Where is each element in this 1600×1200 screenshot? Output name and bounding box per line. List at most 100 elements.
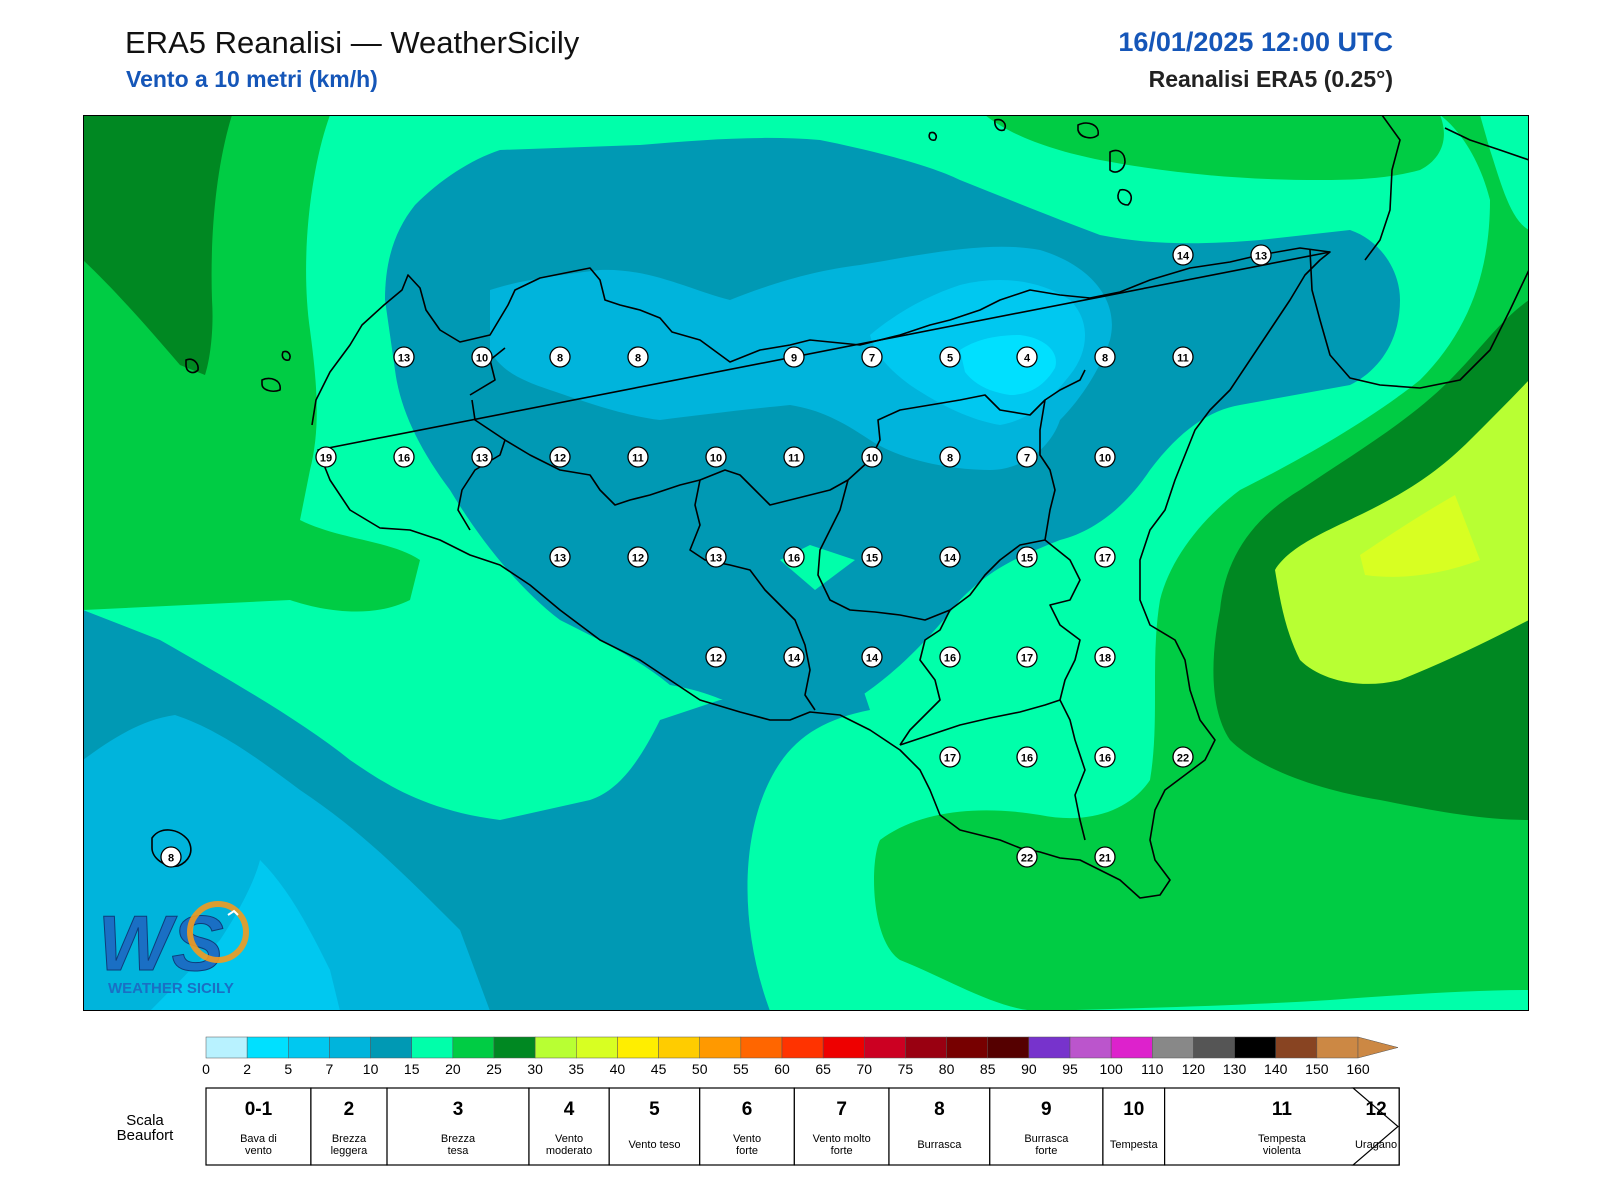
wind-point-marker: 19: [315, 446, 337, 468]
wind-point-value: 9: [791, 353, 797, 365]
color-scale-tick-label: 25: [486, 1061, 502, 1077]
beaufort-desc: Burrasca: [917, 1139, 962, 1151]
wind-point-marker: 13: [705, 546, 727, 568]
wind-point-value: 16: [944, 653, 956, 665]
svg-text:Beaufort: Beaufort: [117, 1127, 175, 1144]
wind-point-marker: 8: [549, 346, 571, 368]
wind-point-marker: 17: [939, 746, 961, 768]
beaufort-class: 10 Tempesta: [1102, 1087, 1166, 1166]
wind-point-value: 18: [1099, 653, 1111, 665]
color-scale-segment: [822, 1036, 865, 1059]
wind-point-value: 22: [1021, 853, 1033, 865]
svg-text:Scala: Scala: [126, 1112, 164, 1129]
wind-point-value: 16: [788, 553, 800, 565]
beaufort-desc: leggera: [331, 1145, 369, 1157]
beaufort-desc: forte: [736, 1145, 758, 1157]
wind-point-marker: 12: [705, 646, 727, 668]
color-scale-tick-label: 10: [363, 1061, 379, 1077]
map-source: Reanalisi ERA5 (0.25°): [1148, 66, 1393, 92]
color-scale-segment: [1275, 1036, 1318, 1059]
color-scale-segment: [699, 1036, 742, 1059]
color-scale-tick-label: 120: [1182, 1061, 1206, 1077]
color-scale-tick-label: 60: [774, 1061, 790, 1077]
wind-point-marker: 10: [861, 446, 883, 468]
beaufort-desc: Uragano: [1355, 1139, 1397, 1151]
wind-point-value: 10: [710, 453, 722, 465]
color-scale-tick-label: 7: [326, 1061, 334, 1077]
color-scale-tick-label: 45: [651, 1061, 667, 1077]
beaufort-number: 5: [649, 1099, 660, 1120]
color-scale-segment: [493, 1036, 536, 1059]
color-scale-segment: [946, 1036, 988, 1059]
beaufort-desc: Vento teso: [628, 1139, 680, 1151]
beaufort-number: 4: [564, 1099, 575, 1120]
wind-point-marker: 15: [1016, 546, 1038, 568]
color-scale-tick-label: 150: [1305, 1061, 1329, 1077]
beaufort-desc: Bava di: [240, 1133, 277, 1145]
wind-point-value: 11: [632, 453, 644, 465]
color-scale-segment: [1069, 1036, 1112, 1059]
wind-point-marker: 10: [705, 446, 727, 468]
color-scale-bar: [205, 1036, 1399, 1059]
wind-point-marker: 4: [1016, 346, 1038, 368]
svg-text:WEATHER SICILY: WEATHER SICILY: [108, 980, 234, 997]
wind-point-value: 13: [398, 353, 410, 365]
beaufort-desc: tesa: [448, 1145, 470, 1157]
beaufort-class: 5 Vento teso: [608, 1087, 701, 1166]
color-scale-tick-label: 30: [527, 1061, 543, 1077]
wind-point-value: 15: [866, 553, 878, 565]
beaufort-number: 9: [1041, 1099, 1052, 1120]
color-scale-tick-label: 100: [1099, 1061, 1123, 1077]
color-scale-segment: [740, 1036, 783, 1059]
beaufort-desc: Vento: [555, 1133, 583, 1145]
color-scale-segment: [1316, 1036, 1359, 1059]
beaufort-desc: Vento molto: [813, 1133, 871, 1145]
color-scale-tick-label: 0: [202, 1061, 210, 1077]
wind-point-value: 14: [788, 653, 801, 665]
wind-point-value: 14: [944, 553, 957, 565]
wind-point-value: 16: [398, 453, 410, 465]
color-scale-segment: [1028, 1036, 1071, 1059]
beaufort-desc: Burrasca: [1024, 1133, 1069, 1145]
color-scale-segment: [987, 1036, 1030, 1059]
wind-point-marker: 16: [1094, 746, 1116, 768]
color-scale-segment: [864, 1036, 906, 1059]
beaufort-number: 2: [344, 1099, 355, 1120]
wind-point-marker: 17: [1094, 546, 1116, 568]
wind-point-marker: 7: [1016, 446, 1038, 468]
beaufort-desc: Brezza: [332, 1133, 367, 1145]
beaufort-title: Scala Beaufort: [117, 1112, 175, 1144]
wind-point-value: 8: [168, 853, 174, 865]
beaufort-desc: forte: [1035, 1145, 1057, 1157]
wind-point-value: 12: [710, 653, 722, 665]
beaufort-class: 8 Burrasca: [888, 1087, 991, 1166]
color-scale-ticks: 0 2 5 7 10 15 20 25 30 35 40 45 50 55 60 65 70 75 80 85 90 95…: [202, 1061, 1370, 1077]
wind-point-marker: 14: [1172, 244, 1194, 266]
wind-point-marker: 12: [627, 546, 649, 568]
svg-text:WS: WS: [98, 899, 224, 987]
color-scale-segment: [1193, 1036, 1235, 1059]
wind-point-marker: 22: [1016, 846, 1038, 868]
color-scale-segment: [658, 1036, 700, 1059]
wind-point-value: 13: [554, 553, 566, 565]
beaufort-desc: violenta: [1263, 1145, 1302, 1157]
color-scale-segment: [1234, 1036, 1276, 1059]
beaufort-desc: Brezza: [441, 1133, 476, 1145]
color-scale-tick-label: 55: [733, 1061, 749, 1077]
wind-point-marker: 12: [549, 446, 571, 468]
beaufort-desc: vento: [245, 1145, 272, 1157]
wind-point-value: 5: [947, 353, 953, 365]
wind-point-value: 11: [1177, 353, 1189, 365]
color-scale-tick-label: 130: [1223, 1061, 1247, 1077]
wind-point-marker: 11: [627, 446, 649, 468]
wind-point-value: 12: [554, 453, 566, 465]
wind-point-value: 7: [1024, 453, 1030, 465]
wind-point-value: 14: [866, 653, 879, 665]
color-scale-segment: [576, 1036, 618, 1059]
wind-point-value: 14: [1177, 251, 1190, 263]
wind-point-marker: 15: [861, 546, 883, 568]
beaufort-class: 12 Uragano: [1351, 1087, 1400, 1166]
